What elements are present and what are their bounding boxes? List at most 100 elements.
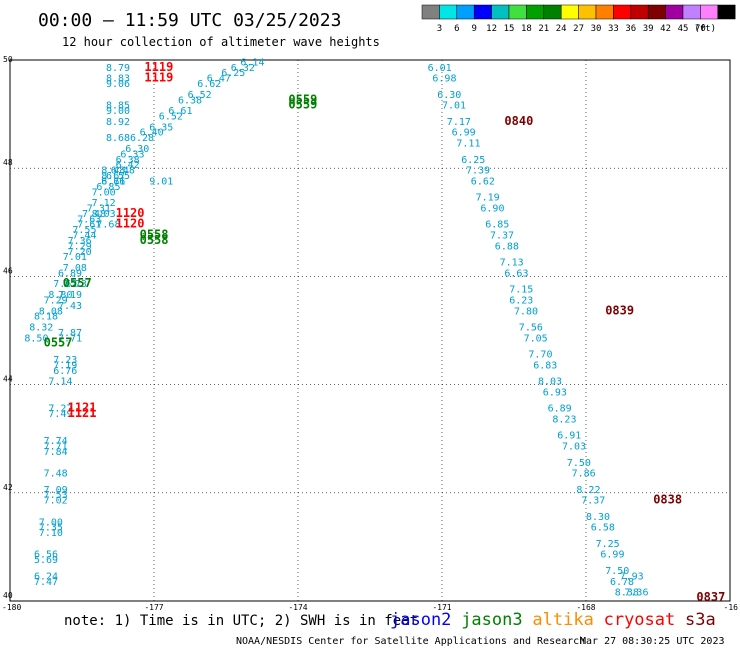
wave-height-point: 6.62: [197, 79, 221, 90]
scale-value-label: 18: [521, 24, 532, 34]
wave-height-point: 6.98: [432, 74, 456, 85]
satellite-legend: jason2 jason3 altika cryosat s3a: [390, 610, 716, 630]
x-tick-label: -174: [288, 603, 307, 612]
wave-height-point: 7.20: [68, 247, 92, 258]
wave-height-point: 8.48: [101, 166, 125, 177]
pass-time-label: 0558: [140, 228, 169, 242]
pass-time-label: 0557: [63, 276, 92, 290]
wave-height-point: 5.69: [34, 555, 58, 566]
wave-height-point: 7.36: [624, 588, 648, 599]
wave-height-point: 7.93: [620, 571, 644, 582]
footer-credit: NOAA/NESDIS Center for Satellite Applica…: [236, 636, 585, 647]
wave-height-point: 7.80: [514, 306, 538, 317]
y-tick-label: 40: [3, 591, 13, 600]
wave-height-point: 6.24: [34, 571, 58, 582]
wave-height-point: 8.85: [106, 101, 130, 112]
wave-height-point: 7.19: [53, 360, 77, 371]
wave-height-point: 7.70: [528, 350, 552, 361]
scale-value-label: 21: [538, 24, 549, 34]
pass-time-label: 0557: [44, 336, 73, 350]
wave-height-point: 6.25: [221, 68, 245, 79]
scale-value-label: 3: [437, 24, 442, 34]
wave-height-point: 7.48: [44, 469, 68, 480]
wave-height-point: 6.47: [207, 74, 231, 85]
y-tick-label: 48: [3, 158, 13, 167]
pass-time-label: 0559: [288, 92, 317, 106]
pass-time-label: 1119: [144, 60, 173, 74]
wave-height-point: 7.50: [605, 566, 629, 577]
wave-height-point: 6.38: [116, 155, 140, 166]
wave-height-point: 6.55: [106, 171, 130, 182]
data-layer: 7.476.245.696.567.107.357.007.027.537.09…: [24, 57, 725, 604]
wave-height-point: 7.14: [48, 377, 72, 388]
wave-height-point: 6.93: [543, 387, 567, 398]
scale-swatch: [543, 4, 562, 20]
color-scale-legend: 3 6 9 12 15 18 21 24 27 30 33 36 39 42 45 70(ft): [421, 4, 736, 34]
wave-height-point: 7.01: [442, 101, 466, 112]
wave-height-point: 7.49: [48, 409, 72, 420]
plot-frame: [9, 59, 731, 602]
scale-value-label: 9: [471, 24, 476, 34]
wave-height-point: 7.87: [58, 328, 82, 339]
scale-value-label: 39: [643, 24, 654, 34]
x-tick-label: -168: [576, 603, 595, 612]
wave-height-point: 6.89: [548, 404, 572, 415]
wave-height-point: 6.32: [231, 63, 255, 74]
wave-height-point: 8.18: [34, 312, 58, 323]
wave-height-point: 6.88: [495, 241, 519, 252]
scale-swatch: [613, 4, 632, 20]
pass-time-label: 0559: [288, 98, 317, 112]
wave-height-point: 6.90: [480, 203, 504, 214]
wave-height-point: 7.23: [53, 355, 77, 366]
wave-height-point: 8.66: [101, 176, 125, 187]
scale-swatch: [595, 4, 614, 20]
wave-height-point: 6.25: [461, 155, 485, 166]
wave-height-point: 7.29: [68, 241, 92, 252]
scale-value-label: 36: [625, 24, 636, 34]
wave-height-point: 8.79: [106, 63, 130, 74]
wave-height-point: 6.71: [101, 176, 125, 187]
wave-height-point: 6.58: [591, 523, 615, 534]
scale-value-label: 45: [678, 24, 689, 34]
wave-height-point: 6.78: [610, 577, 634, 588]
wave-height-point: 7.37: [490, 231, 514, 242]
wave-height-point: 8.80: [48, 290, 72, 301]
satellite-legend-entry: jason2: [390, 610, 451, 630]
scale-swatch: [526, 4, 545, 20]
wave-height-point: 7.00: [92, 187, 116, 198]
wave-height-point: 9.00: [106, 106, 130, 117]
wave-height-point: 7.84: [44, 447, 68, 458]
y-tick-label: 50: [3, 55, 13, 64]
wave-height-point: 7.39: [466, 166, 490, 177]
scale-value-label: 42: [660, 24, 671, 34]
scale-swatch: [578, 4, 597, 20]
wave-height-point: 6.52: [159, 112, 183, 123]
scale-swatch: [700, 4, 719, 20]
scale-value-label: 15: [504, 24, 515, 34]
wave-height-point: 6.42: [116, 160, 140, 171]
scale-swatch: [491, 4, 510, 20]
wave-height-point: 7.56: [519, 323, 543, 334]
pass-time-label: 1121: [68, 401, 97, 415]
pass-time-label: 0838: [653, 493, 682, 507]
wave-height-point: 7.05: [524, 333, 548, 344]
wave-height-point: 8.23: [552, 414, 576, 425]
wave-height-point: 7.44: [72, 231, 96, 242]
scale-unit-label: (ft): [694, 24, 716, 34]
wave-height-point: 7.10: [39, 528, 63, 539]
wave-height-point: 7.48: [82, 209, 106, 220]
wave-height-point: 6.30: [437, 90, 461, 101]
wave-height-point: 7.02: [44, 496, 68, 507]
pass-time-label: 1121: [68, 406, 97, 420]
footer-timestamp: Mar 27 08:30:25 UTC 2023: [580, 636, 725, 647]
wave-height-point: 8.32: [29, 323, 53, 334]
scale-swatch: [456, 4, 475, 20]
y-tick-label: 42: [3, 483, 13, 492]
scale-value-label: 6: [454, 24, 459, 34]
wave-height-point: 7.03: [562, 442, 586, 453]
y-tick-label: 46: [3, 266, 13, 275]
wave-height-point: 7.15: [509, 285, 533, 296]
wave-height-point: 7.09: [44, 485, 68, 496]
wave-height-point: 7.29: [44, 295, 68, 306]
